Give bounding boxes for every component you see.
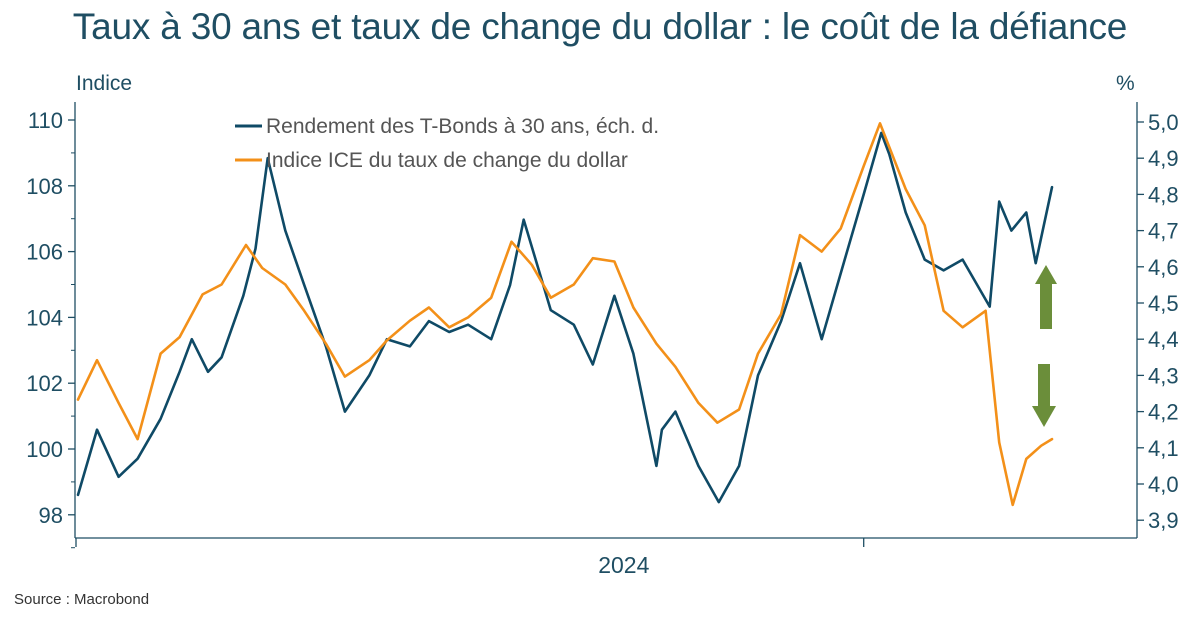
x-tick-label: 2024 bbox=[598, 552, 649, 578]
right-tick-label: 4,4 bbox=[1148, 327, 1179, 352]
series-layer bbox=[76, 122, 1054, 507]
right-tick-label: 4,2 bbox=[1148, 400, 1179, 425]
left-tick-label: 100 bbox=[26, 437, 63, 462]
right-tick-label: 4,3 bbox=[1148, 363, 1179, 388]
left-tick-label: 102 bbox=[26, 371, 63, 396]
right-tick-label: 4,9 bbox=[1148, 146, 1179, 171]
axes: 98 100 102 104 106 108 110 3,9 4,0 4,1 4,2 4,3 4,4 4,… bbox=[26, 102, 1179, 578]
arrow-down-icon bbox=[1032, 364, 1056, 427]
arrow-down-shaft bbox=[1038, 364, 1050, 408]
right-tick-label: 4,6 bbox=[1148, 255, 1179, 280]
arrow-up-head bbox=[1035, 265, 1057, 284]
left-tick-label: 110 bbox=[28, 108, 63, 133]
legend-label: Indice ICE du taux de change du dollar bbox=[266, 149, 628, 172]
annotation-layer bbox=[1032, 265, 1057, 427]
left-tick-label: 104 bbox=[26, 305, 63, 330]
right-tick-label: 4,5 bbox=[1148, 291, 1179, 316]
right-tick-label: 5,0 bbox=[1148, 110, 1179, 135]
left-tick-label: 108 bbox=[26, 174, 63, 199]
source-note: Source : Macrobond bbox=[14, 591, 150, 608]
right-tick-label: 3,9 bbox=[1148, 508, 1179, 533]
dollar-index-line bbox=[76, 122, 1054, 507]
left-axis-unit: Indice bbox=[76, 72, 133, 95]
right-axis-unit: % bbox=[1116, 72, 1135, 95]
right-tick-label: 4,8 bbox=[1148, 182, 1179, 207]
legend-label: Rendement des T-Bonds à 30 ans, éch. d. bbox=[266, 115, 659, 138]
right-tick-label: 4,1 bbox=[1148, 436, 1179, 461]
legend: Rendement des T-Bonds à 30 ans, éch. d. I… bbox=[235, 115, 659, 172]
left-tick-label: 98 bbox=[39, 503, 63, 528]
right-tick-label: 4,0 bbox=[1148, 472, 1179, 497]
left-tick-label: 106 bbox=[26, 240, 63, 265]
arrow-down-head bbox=[1032, 406, 1056, 427]
right-tick-label: 4,7 bbox=[1148, 219, 1179, 244]
arrow-up-shaft bbox=[1040, 283, 1052, 329]
tbond-yield-line bbox=[76, 131, 1054, 504]
arrow-up-icon bbox=[1035, 265, 1057, 329]
chart-title: Taux à 30 ans et taux de change du dolla… bbox=[72, 6, 1128, 47]
